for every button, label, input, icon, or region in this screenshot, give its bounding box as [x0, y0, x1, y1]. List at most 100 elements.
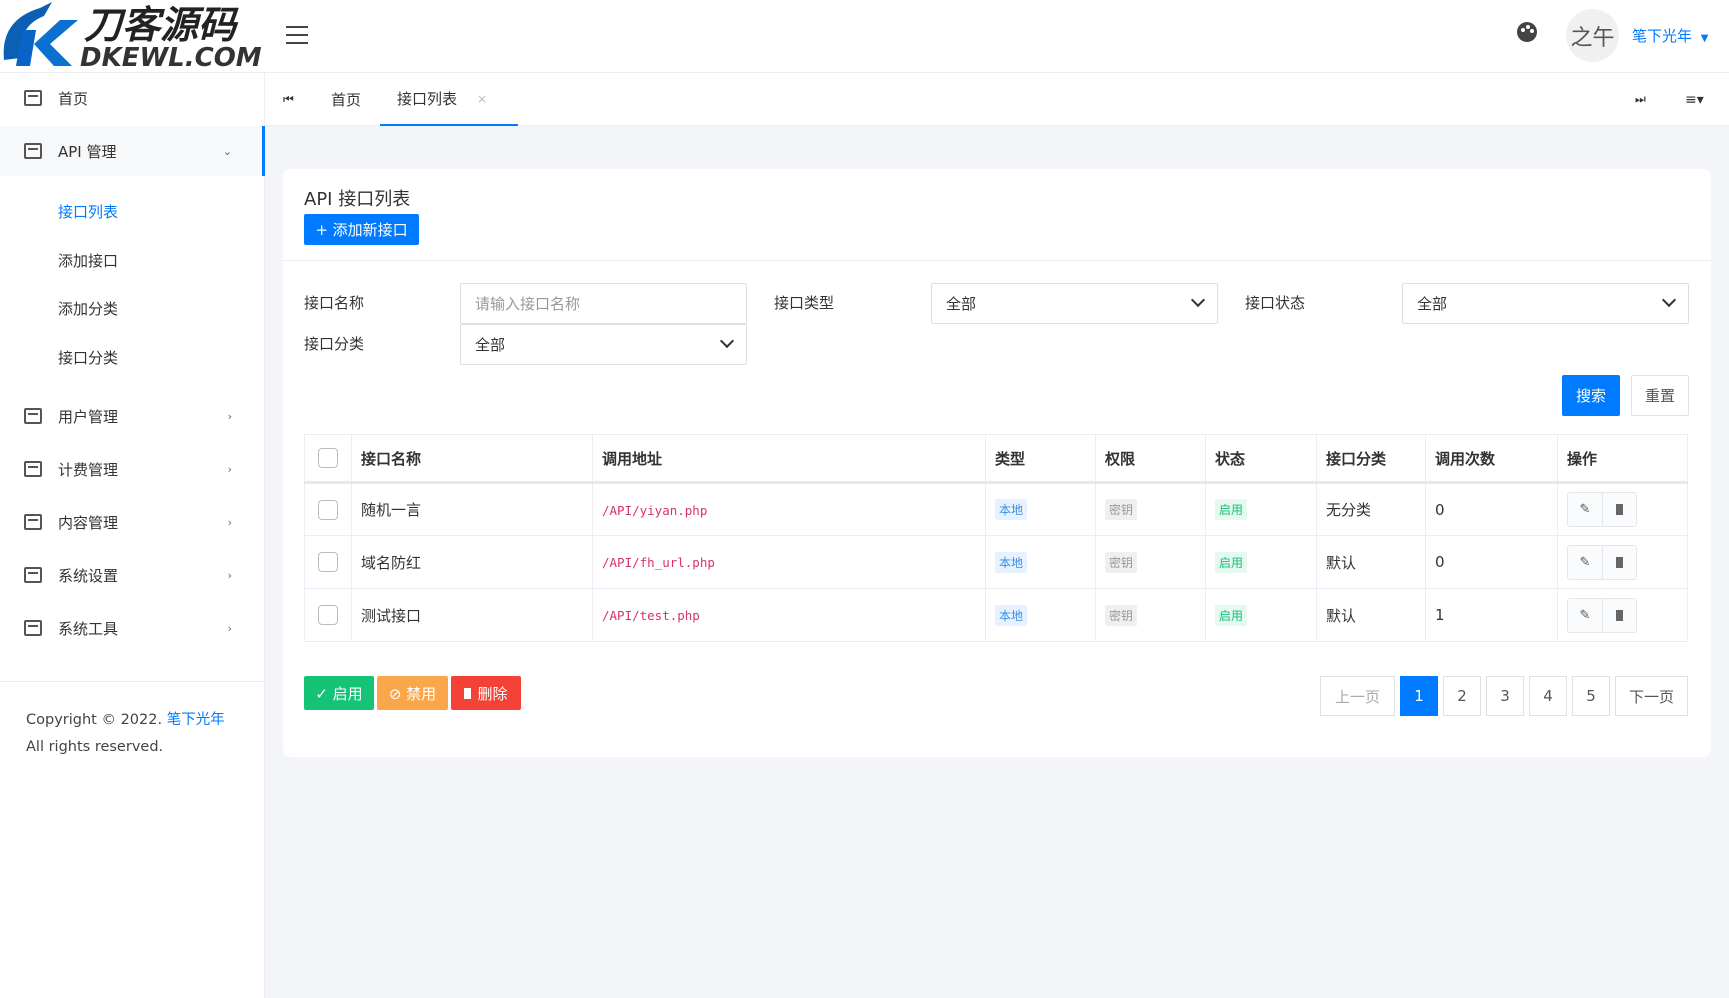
pagination-page[interactable]: 1 — [1400, 676, 1438, 716]
select-all-checkbox[interactable] — [318, 448, 338, 468]
logo: 刀客源码 DKEWL.COM — [0, 0, 265, 73]
calendar-icon — [24, 514, 42, 530]
pagination-page[interactable]: 5 — [1572, 676, 1610, 716]
chevron-down-icon — [719, 333, 735, 349]
category-select[interactable]: 全部 — [460, 324, 747, 365]
logo-image: 刀客源码 DKEWL.COM — [3, 2, 262, 73]
chevron-right-icon: › — [227, 515, 232, 529]
api-list-card: API 接口列表 + 添加新接口 接口名称 请输入接口名称 接口类型 全部 接口… — [283, 169, 1711, 757]
palette-icon[interactable] — [1517, 22, 1537, 42]
select-value: 全部 — [475, 336, 506, 354]
pagination-prev[interactable]: 上一页 — [1320, 676, 1395, 716]
page-title: API 接口列表 — [304, 189, 411, 210]
pagination-page[interactable]: 3 — [1486, 676, 1524, 716]
permission-badge: 密钥 — [1105, 551, 1138, 573]
table-row: 测试接口 /API/test.php 本地 密钥 启用 默认 1 ✎ — [304, 588, 1688, 642]
column-header[interactable]: 调用地址 — [592, 434, 986, 484]
copyright-link[interactable]: 笔下光年 — [166, 712, 225, 728]
row-checkbox[interactable] — [318, 499, 338, 520]
user-menu[interactable]: 笔下光年 ▼ — [1632, 25, 1709, 46]
scroll-right-icon[interactable]: ⏭ — [1635, 92, 1646, 106]
sidebar-item-billing[interactable]: 计费管理 › — [0, 444, 262, 494]
trash-icon[interactable] — [1602, 545, 1636, 579]
sidebar: 首页 API 管理 ⌄ 接口列表 添加接口 添加分类 接口分类 用户管理 › 计费管… — [0, 73, 265, 998]
button-label: 删除 — [477, 684, 508, 703]
column-header: 操作 — [1557, 434, 1688, 484]
category-label: 接口分类 — [304, 335, 365, 353]
column-header[interactable]: 状态 — [1205, 434, 1317, 484]
type-badge: 本地 — [995, 551, 1028, 573]
hamburger-icon[interactable] — [286, 26, 308, 44]
scroll-left-icon[interactable]: ⏮ — [283, 92, 294, 106]
table-row: 域名防红 /API/fh_url.php 本地 密钥 启用 默认 0 ✎ — [304, 535, 1688, 589]
close-icon[interactable]: × — [477, 91, 488, 106]
edit-icon[interactable]: ✎ — [1568, 493, 1602, 526]
row-checkbox[interactable] — [318, 552, 338, 572]
home-icon — [24, 90, 42, 106]
calendar-icon — [24, 461, 42, 477]
sidebar-item-label: 首页 — [58, 89, 89, 108]
column-header[interactable]: 接口分类 — [1316, 434, 1426, 484]
trash-icon[interactable] — [1602, 598, 1636, 632]
column-header[interactable]: 类型 — [985, 434, 1096, 484]
tab-label: 接口列表 — [397, 90, 458, 108]
add-api-button[interactable]: + 添加新接口 — [304, 214, 419, 245]
type-badge: 本地 — [995, 604, 1028, 626]
column-header[interactable]: 权限 — [1095, 434, 1206, 484]
pagination-page[interactable]: 4 — [1529, 676, 1567, 716]
row-checkbox[interactable] — [318, 605, 338, 625]
edit-icon[interactable]: ✎ — [1568, 598, 1602, 632]
column-header[interactable]: 接口名称 — [351, 434, 593, 484]
edit-icon[interactable]: ✎ — [1568, 545, 1602, 579]
permission-badge: 密钥 — [1105, 499, 1138, 520]
bulk-disable-button[interactable]: ⊘ 禁用 — [377, 676, 448, 710]
api-url: /API/fh_url.php — [602, 555, 715, 570]
tab-api-list[interactable]: 接口列表 × — [380, 73, 518, 126]
chevron-right-icon: › — [227, 568, 232, 582]
column-header[interactable]: 调用次数 — [1425, 434, 1558, 484]
sidebar-item-settings[interactable]: 系统设置 › — [0, 550, 262, 600]
api-table: 接口名称 调用地址 类型 权限 状态 接口分类 调用次数 操作 随机一言 /AP… — [304, 434, 1688, 642]
sidebar-subitem-add-category[interactable]: 添加分类 — [58, 300, 119, 318]
sidebar-subitem-add-api[interactable]: 添加接口 — [58, 252, 119, 270]
name-label: 接口名称 — [304, 294, 365, 312]
table-header-row: 接口名称 调用地址 类型 权限 状态 接口分类 调用次数 操作 — [304, 434, 1688, 484]
pagination-next[interactable]: 下一页 — [1615, 676, 1688, 716]
sidebar-item-label: 系统工具 — [58, 619, 119, 638]
chevron-down-icon — [1190, 292, 1206, 308]
bulk-delete-button[interactable]: 删除 — [451, 676, 521, 710]
sidebar-item-content[interactable]: 内容管理 › — [0, 497, 262, 547]
type-badge: 本地 — [995, 499, 1028, 520]
sidebar-item-api[interactable]: API 管理 ⌄ — [0, 126, 265, 176]
status-select[interactable]: 全部 — [1402, 283, 1689, 324]
pagination-page[interactable]: 2 — [1443, 676, 1481, 716]
type-select[interactable]: 全部 — [931, 283, 1218, 324]
reset-button[interactable]: 重置 — [1631, 375, 1689, 416]
copyright-text: All rights reserved. — [26, 739, 164, 755]
sidebar-subitem-api-list[interactable]: 接口列表 — [58, 203, 119, 221]
calendar-icon — [24, 143, 42, 159]
search-button[interactable]: 搜索 — [1562, 375, 1620, 416]
copyright-text: Copyright © 2022. — [26, 712, 163, 728]
tab-menu-icon[interactable]: ≡▾ — [1685, 91, 1704, 108]
status-badge: 启用 — [1215, 604, 1248, 626]
tab-bar: ⏮ 首页 接口列表 × ⏭ ≡▾ — [265, 73, 1729, 126]
avatar[interactable]: 之午 — [1566, 9, 1619, 62]
sidebar-item-tools[interactable]: 系统工具 › — [0, 603, 262, 653]
type-label: 接口类型 — [774, 294, 835, 312]
api-name-input[interactable]: 请输入接口名称 — [460, 283, 747, 324]
table-row: 随机一言 /API/yiyan.php 本地 密钥 启用 无分类 0 ✎ — [304, 482, 1688, 536]
chevron-down-icon: ⌄ — [222, 144, 232, 158]
sidebar-subitem-categories[interactable]: 接口分类 — [58, 349, 119, 367]
api-url: /API/yiyan.php — [602, 502, 708, 518]
sidebar-item-label: 用户管理 — [58, 407, 119, 426]
bulk-enable-button[interactable]: ✓ 启用 — [304, 676, 374, 710]
select-value: 全部 — [946, 295, 977, 313]
select-value: 全部 — [1417, 295, 1448, 313]
trash-icon[interactable] — [1602, 493, 1636, 526]
chevron-right-icon: › — [227, 462, 232, 476]
sidebar-item-users[interactable]: 用户管理 › — [0, 391, 262, 441]
tab-home[interactable]: 首页 — [331, 91, 362, 109]
sidebar-item-home[interactable]: 首页 — [0, 73, 262, 123]
top-header: 刀客源码 DKEWL.COM 之午 笔下光年 ▼ — [0, 0, 1729, 73]
